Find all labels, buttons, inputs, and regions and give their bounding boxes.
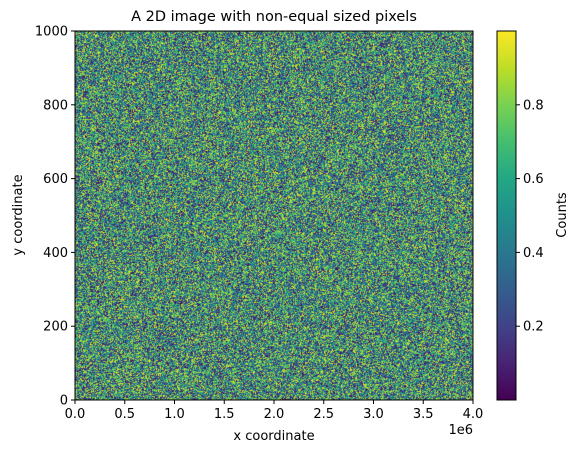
- y-axis-label: y coordinate: [11, 174, 26, 255]
- x-axis: 0.0 0.5 1.0 1.5 2.0 2.5 3.0 3.5 4.0: [65, 400, 484, 422]
- colorbar-label: Counts: [555, 192, 570, 238]
- x-tick-label: 1.0: [164, 407, 185, 422]
- y-tick-label: 200: [43, 320, 68, 335]
- y-tick-label: 400: [43, 246, 68, 261]
- x-tick-label: 3.5: [413, 407, 434, 422]
- colorbar-tick-label: 0.8: [523, 98, 544, 113]
- colorbar-tick-label: 0.6: [523, 172, 544, 187]
- y-axis: 0 200 400 600 800 1000: [35, 25, 75, 409]
- y-tick-label: 600: [43, 172, 68, 187]
- x-offset-label: 1e6: [448, 423, 473, 438]
- y-tick-label: 800: [43, 98, 68, 113]
- x-tick-label: 4.0: [463, 407, 484, 422]
- colorbar-axis: 0.2 0.4 0.6 0.8: [516, 98, 544, 335]
- x-axis-label: x coordinate: [233, 429, 314, 444]
- colorbar-tick-label: 0.2: [523, 320, 544, 335]
- colorbar: [496, 30, 517, 401]
- x-tick-label: 3.0: [363, 407, 384, 422]
- x-tick-label: 0.0: [65, 407, 86, 422]
- colorbar-tick-label: 0.4: [523, 246, 544, 261]
- heatmap-image: [75, 31, 473, 400]
- x-tick-label: 1.5: [214, 407, 235, 422]
- y-tick-label: 1000: [35, 25, 68, 40]
- x-tick-label: 0.5: [114, 407, 135, 422]
- y-tick-label: 0: [60, 394, 68, 409]
- x-tick-label: 2.0: [264, 407, 285, 422]
- x-tick-label: 2.5: [313, 407, 334, 422]
- chart-title: A 2D image with non-equal sized pixels: [131, 9, 417, 25]
